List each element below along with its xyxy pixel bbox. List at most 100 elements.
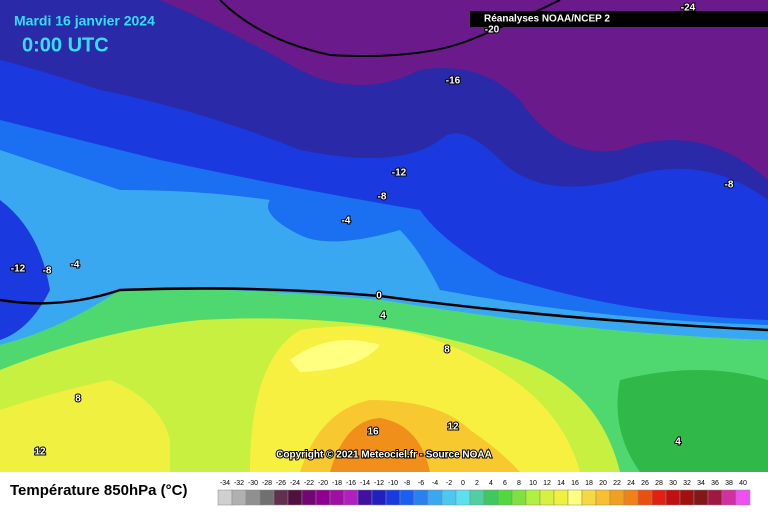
scale-swatch: [525, 489, 541, 506]
scale-label: 32: [683, 480, 691, 487]
scale-swatch: [245, 489, 261, 506]
zone-light-yellow: [290, 340, 380, 372]
contour-label: -8: [725, 180, 734, 191]
scale-label: 28: [655, 480, 663, 487]
zone-purple: [160, 0, 768, 180]
scale-label: -22: [304, 480, 314, 487]
scale-label: -28: [262, 480, 272, 487]
scale-swatch: [385, 489, 401, 506]
zone-west-blue: [0, 200, 50, 340]
scale-swatch: [441, 489, 457, 506]
time: 0:00 UTC: [22, 34, 109, 56]
source-box: [470, 11, 768, 27]
scale-swatch: [707, 489, 723, 506]
scale-label: -12: [374, 480, 384, 487]
copyright: Copyright © 2021 Meteociel.fr - Source N…: [276, 450, 492, 461]
scale-swatch: [357, 489, 373, 506]
scale-label: -26: [276, 480, 286, 487]
scale-swatch: [399, 489, 415, 506]
scale-label: -10: [388, 480, 398, 487]
scale-label: -20: [318, 480, 328, 487]
zone-orange: [330, 418, 430, 472]
scale-swatch: [371, 489, 387, 506]
date: Mardi 16 janvier 2024: [14, 13, 155, 29]
scale-swatch: [651, 489, 667, 506]
scale-swatch: [497, 489, 513, 506]
scale-swatch: [721, 489, 737, 506]
scale-swatch: [273, 489, 289, 506]
contour-label: 12: [447, 422, 459, 433]
zero-isotherm: [0, 287, 768, 332]
contour-label: -4: [71, 260, 80, 271]
contour-label: -16: [446, 76, 461, 87]
scale-swatch: [735, 489, 751, 506]
scale-label: 34: [697, 480, 705, 487]
scale-swatch: [511, 489, 527, 506]
scale-label: 0: [461, 480, 465, 487]
scale-label: 16: [571, 480, 579, 487]
scale-label: 10: [529, 480, 537, 487]
scale-label: -32: [234, 480, 244, 487]
scale-label: 26: [641, 480, 649, 487]
legend-title: Température 850hPa (°C): [10, 482, 187, 499]
scale-label: -6: [418, 480, 424, 487]
scale-label: -30: [248, 480, 258, 487]
scale-label: 38: [725, 480, 733, 487]
scale-label: -4: [432, 480, 438, 487]
scale-label: 4: [489, 480, 493, 487]
scale-swatch: [693, 489, 709, 506]
scale-swatch: [301, 489, 317, 506]
scale-label: -24: [290, 480, 300, 487]
scale-label: 20: [599, 480, 607, 487]
scale-label: 12: [543, 480, 551, 487]
contour-label: -8: [378, 192, 387, 203]
scale-swatch: [315, 489, 331, 506]
contour-label: -12: [11, 264, 26, 275]
scale-label: 2: [475, 480, 479, 487]
scale-label: 8: [517, 480, 521, 487]
contour-label: -8: [43, 266, 52, 277]
scale-label: 40: [739, 480, 747, 487]
scale-label: 14: [557, 480, 565, 487]
scale-swatch: [231, 489, 247, 506]
scale-swatch: [427, 489, 443, 506]
scale-swatch: [553, 489, 569, 506]
contour-label: -20: [485, 25, 500, 36]
scale-swatch: [623, 489, 639, 506]
scale-swatch: [343, 489, 359, 506]
scale-swatch: [609, 489, 625, 506]
scale-swatch: [483, 489, 499, 506]
scale-label: -18: [332, 480, 342, 487]
scale-swatch: [259, 489, 275, 506]
scale-swatch: [637, 489, 653, 506]
scale-swatch: [469, 489, 485, 506]
scale-swatch: [581, 489, 597, 506]
scale-swatch: [217, 489, 233, 506]
scale-label: -14: [360, 480, 370, 487]
scale-swatch: [287, 489, 303, 506]
scale-swatch: [595, 489, 611, 506]
scale-label: -34: [220, 480, 230, 487]
scale-label: 6: [503, 480, 507, 487]
scale-label: -8: [404, 480, 410, 487]
zone-dark-green: [617, 370, 768, 472]
scale-swatch: [567, 489, 583, 506]
scale-label: 24: [627, 480, 635, 487]
scale-swatch: [679, 489, 695, 506]
contour-label: 12: [34, 447, 46, 458]
contour-label: -24: [681, 3, 696, 14]
scale-swatch: [665, 489, 681, 506]
scale-label: -2: [446, 480, 452, 487]
scale-swatch: [413, 489, 429, 506]
scale-label: 22: [613, 480, 621, 487]
contour-label: -12: [392, 168, 407, 179]
scale-swatch: [329, 489, 345, 506]
contour-label: 0: [376, 291, 382, 302]
scale-swatch: [539, 489, 555, 506]
contour-label: -4: [342, 216, 351, 227]
scale-label: 36: [711, 480, 719, 487]
scale-label: -16: [346, 480, 356, 487]
contour-label: 4: [380, 311, 386, 322]
contour-label: 8: [444, 345, 450, 356]
